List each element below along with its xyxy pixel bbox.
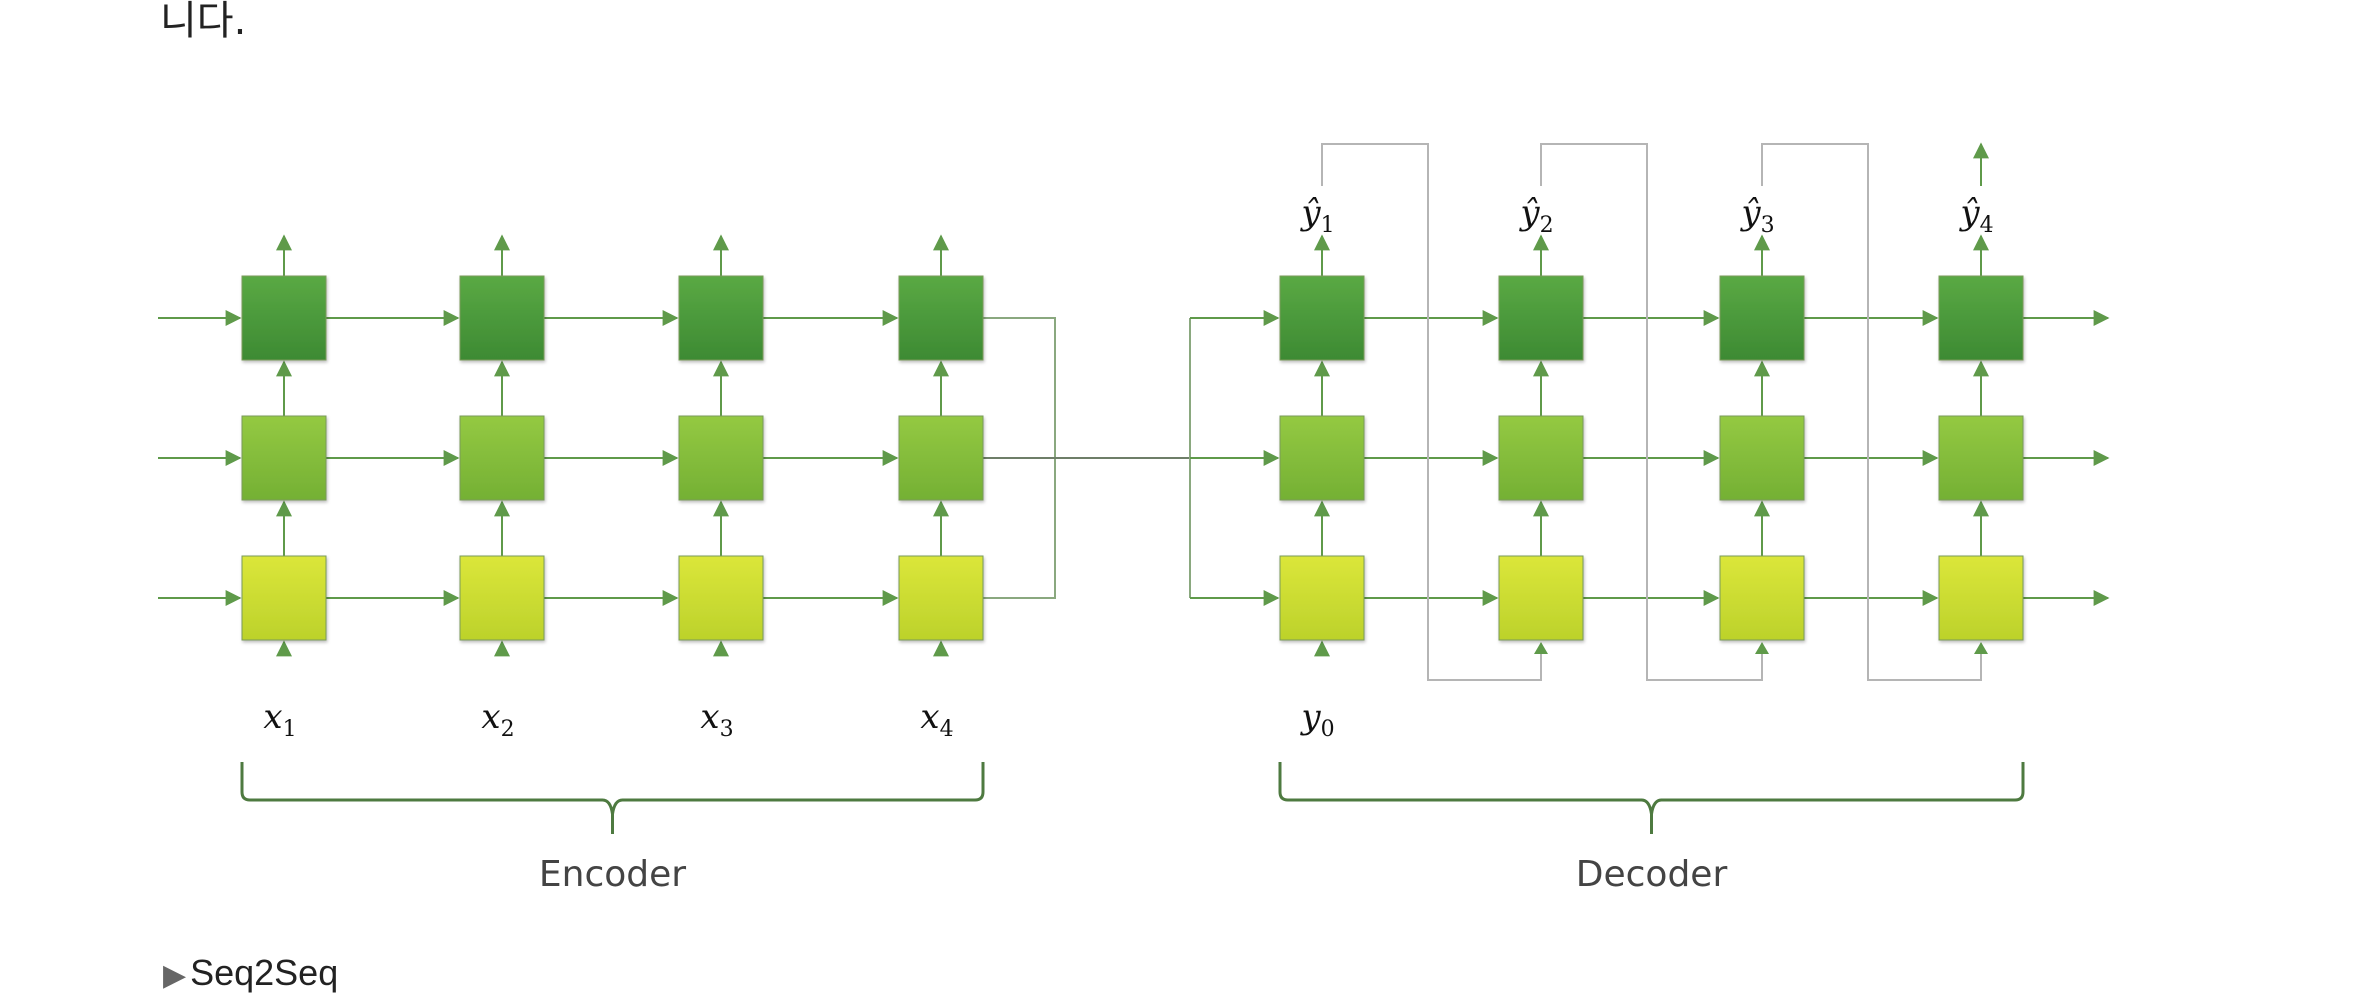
decoder-output-label-4: ŷ4 <box>1958 193 1993 238</box>
decoder-cell-bottom-2 <box>1498 555 1584 641</box>
encoder-input-label-1: x1 <box>263 697 296 742</box>
decoder-input-label: y0 <box>1299 697 1334 742</box>
encoder-cell-mid-2 <box>459 415 545 501</box>
decoder-output-label-1: ŷ1 <box>1299 193 1334 238</box>
text-fragment: 니다. <box>160 0 247 44</box>
decoder-cell-mid-3 <box>1719 415 1805 501</box>
decoder-cell-mid-2 <box>1498 415 1584 501</box>
encoder-cell-mid-1 <box>241 415 327 501</box>
encoder-cell-top-1 <box>241 275 327 361</box>
encoder-cell-top-3 <box>678 275 764 361</box>
caption-marker: ▶ <box>163 959 187 992</box>
decoder-brace-label: Decoder <box>1576 854 1728 895</box>
encoder-brace: Encoder <box>240 762 985 895</box>
feedback-loop-2 <box>1540 143 1763 681</box>
decoder-cell-top-3 <box>1719 275 1805 361</box>
feedback-arrowhead <box>1755 642 1769 654</box>
decoder-cell-bottom-1 <box>1279 555 1365 641</box>
encoder-brace-shape <box>240 762 985 815</box>
encoder-input-label-4: x4 <box>920 697 953 742</box>
decoder-cell-mid-1 <box>1279 415 1365 501</box>
decoder-cell-bottom-4 <box>1938 555 2024 641</box>
encoder-input-label-2: x2 <box>481 697 514 742</box>
encoder-cell-top-4 <box>898 275 984 361</box>
decoder-cell-bottom-3 <box>1719 555 1805 641</box>
decoder-output-label-2: ŷ2 <box>1518 193 1553 238</box>
encoder-cell-bottom-4 <box>898 555 984 641</box>
feedback-arrowhead <box>1974 642 1988 654</box>
encoder-cell-mid-4 <box>898 415 984 501</box>
encoder-cell-bottom-1 <box>241 555 327 641</box>
decoder-brace: Decoder <box>1278 762 2025 895</box>
caption-text: Seq2Seq <box>190 952 339 993</box>
encoder-input-label-3: x3 <box>700 697 733 742</box>
encoder-brace-label: Encoder <box>539 854 686 895</box>
decoder-brace-shape <box>1278 762 2025 815</box>
decoder-cell-top-2 <box>1498 275 1584 361</box>
encoder-cell-top-2 <box>459 275 545 361</box>
encoder-cell-bottom-2 <box>459 555 545 641</box>
decoder-cell-top-4 <box>1938 275 2024 361</box>
decoder-cell-mid-4 <box>1938 415 2024 501</box>
decoder-output-label-3: ŷ3 <box>1739 193 1774 238</box>
feedback-arrowhead <box>1534 642 1548 654</box>
feedback-loop-3 <box>1761 143 1982 681</box>
encoder-cell-mid-3 <box>678 415 764 501</box>
encoder-cell-bottom-3 <box>678 555 764 641</box>
figure-caption: ▶ Seq2Seq <box>163 952 338 994</box>
decoder-cell-top-1 <box>1279 275 1365 361</box>
feedback-loop-1 <box>1321 143 1542 681</box>
